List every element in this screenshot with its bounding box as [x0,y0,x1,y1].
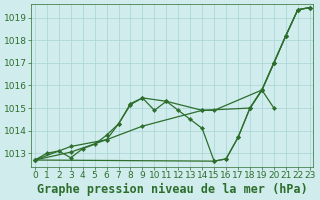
X-axis label: Graphe pression niveau de la mer (hPa): Graphe pression niveau de la mer (hPa) [37,183,308,196]
